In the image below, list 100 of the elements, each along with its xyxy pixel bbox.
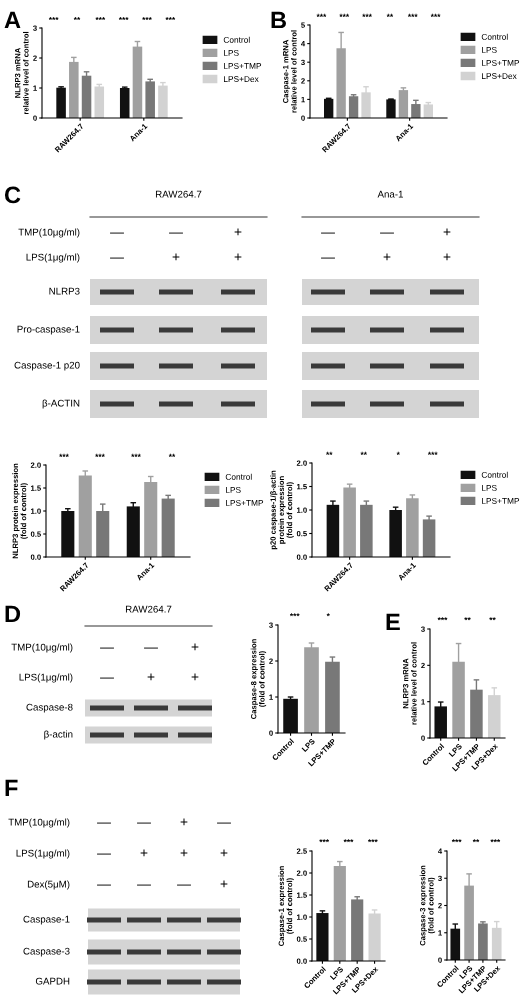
text: ***: [59, 453, 69, 457]
text: +: [180, 818, 188, 826]
legend-label: LPS: [482, 484, 497, 491]
chart-title: B: [271, 11, 286, 29]
category-label: Caspase-1 p20: [14, 361, 80, 371]
text: **: [360, 451, 367, 455]
bar: [78, 475, 92, 557]
text: ***: [339, 13, 350, 17]
text: **: [489, 617, 496, 621]
bar: [81, 75, 92, 118]
text: ***: [407, 13, 418, 17]
text: —: [110, 257, 124, 259]
text: RAW264.7: [155, 190, 202, 198]
chart-title: A: [4, 11, 21, 29]
bar: [126, 506, 140, 557]
text: ***: [490, 839, 501, 843]
text: ***: [430, 13, 441, 17]
text: +: [180, 849, 188, 857]
bar: [423, 104, 433, 118]
category-label: β-ACTIN: [42, 399, 80, 409]
category-label: LPS(1μg/ml): [19, 673, 73, 683]
bar: [61, 511, 75, 557]
category-label: NLRP3: [49, 287, 80, 295]
text: **: [386, 13, 394, 17]
text: —: [217, 822, 231, 824]
legend-label: LPS+Dex: [224, 76, 259, 82]
bar: [434, 706, 447, 738]
category-label: TMP(10μg/ml): [18, 228, 80, 238]
text: +: [443, 253, 451, 261]
bar: [158, 85, 168, 118]
text: **: [464, 617, 471, 621]
text: +: [147, 673, 155, 681]
category-label: β-actin: [44, 730, 73, 740]
bar: [283, 698, 298, 733]
text: —: [321, 257, 335, 259]
bar: [145, 81, 155, 118]
bar: [56, 87, 66, 118]
text: +: [191, 673, 199, 681]
text: F: [5, 779, 18, 797]
text: ***: [289, 613, 300, 617]
legend-label: Control: [481, 471, 508, 478]
category-label: Caspase-1: [23, 915, 70, 925]
text: —: [137, 884, 151, 886]
legend-label: LPS+Dex: [482, 73, 517, 79]
category-label: TMP(10μg/ml): [11, 643, 73, 653]
legend-label: Control: [223, 36, 250, 43]
bar: [411, 104, 421, 118]
bar: [304, 647, 319, 733]
text: +: [172, 253, 180, 261]
bar: [343, 487, 356, 557]
bar: [132, 46, 143, 118]
text: +: [140, 849, 148, 857]
text: ***: [362, 13, 372, 17]
bar: [478, 923, 488, 960]
text: —: [380, 232, 394, 234]
text: **: [472, 839, 480, 843]
text: ***: [165, 16, 176, 21]
bar: [368, 913, 381, 961]
text: —: [177, 884, 191, 886]
category-label: Pro-caspase-1: [17, 325, 80, 335]
category-label: Caspase-3: [23, 947, 70, 957]
text: +: [220, 880, 228, 888]
bar: [325, 661, 340, 733]
legend-label: LPS: [224, 49, 239, 56]
legend-label: LPS+TMP: [482, 498, 520, 504]
text: **: [73, 16, 81, 21]
text: +: [191, 643, 199, 651]
bar: [324, 98, 334, 118]
bar: [326, 504, 340, 557]
text: Ana-1: [377, 190, 403, 198]
category-label: GAPDH: [35, 977, 70, 985]
category-label: Caspase-8: [26, 703, 73, 713]
text: ***: [319, 839, 330, 843]
bar: [389, 510, 402, 557]
bar: [360, 504, 373, 557]
category-label: TMP(10μg/ml): [8, 818, 70, 828]
text: **: [168, 453, 176, 457]
bar: [406, 498, 419, 557]
category-label: LPS(1μg/ml): [16, 849, 70, 859]
text: +: [234, 253, 242, 261]
text: ***: [131, 453, 141, 457]
text: ***: [48, 16, 59, 21]
legend-label: LPS+TMP: [482, 60, 520, 66]
chart-title: E: [386, 613, 400, 631]
text: ***: [451, 839, 462, 843]
text: RAW264.7: [125, 605, 172, 613]
bar: [351, 899, 364, 961]
category-label: LPS(1μg/ml): [26, 253, 80, 263]
text: —: [97, 853, 111, 855]
bar: [450, 928, 461, 960]
legend-label: LPS: [226, 486, 241, 493]
legend-label: LPS+TMP: [224, 63, 262, 69]
legend-label: Control: [225, 473, 252, 480]
bar: [333, 865, 346, 961]
text: ***: [427, 451, 438, 455]
bar: [119, 88, 130, 118]
bar: [422, 519, 436, 557]
text: —: [100, 677, 114, 679]
text: —: [97, 884, 111, 886]
text: +: [443, 228, 451, 236]
